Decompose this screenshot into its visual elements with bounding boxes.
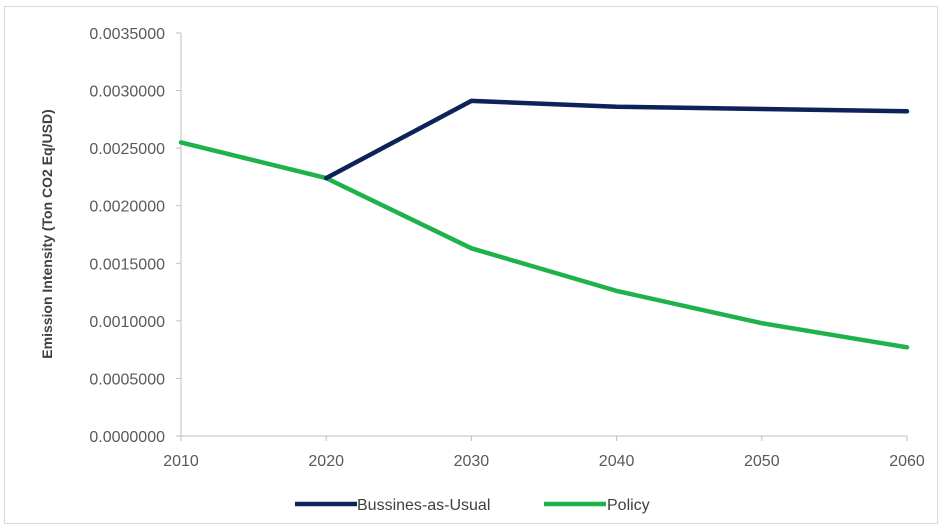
- y-tick-label: 0.0030000: [89, 84, 165, 101]
- x-tick-label: 2040: [599, 453, 635, 470]
- legend-label-bussines-as-usual: Bussines-as-Usual: [357, 497, 490, 514]
- x-tick-label: 2030: [454, 453, 490, 470]
- axes: 0.0000000 0.0005000 0.0010000 0.0015000 0.00…: [89, 26, 925, 470]
- legend: Bussines-as-Usual Policy: [295, 497, 650, 514]
- x-tick-label: 2060: [889, 453, 925, 470]
- series-line-policy: [178, 140, 910, 350]
- y-tick-label: 0.0005000: [89, 371, 165, 388]
- y-tick-label: 0.0000000: [89, 429, 165, 446]
- x-tick-label: 2020: [308, 453, 344, 470]
- legend-label-policy: Policy: [607, 497, 650, 514]
- series-line-bussines-as-usual: [323, 98, 910, 181]
- y-tick-label: 0.0035000: [89, 26, 165, 43]
- y-tick-label: 0.0025000: [89, 141, 165, 158]
- y-tick-label: 0.0020000: [89, 199, 165, 216]
- y-tick-label: 0.0010000: [89, 314, 165, 331]
- series-layer: [178, 98, 910, 350]
- x-tick-label: 2010: [163, 453, 199, 470]
- x-tick-label: 2050: [744, 453, 780, 470]
- y-tick-label: 0.0015000: [89, 256, 165, 273]
- y-axis-label: Emission Intensity (Ton CO2 Eq/USD): [39, 109, 55, 358]
